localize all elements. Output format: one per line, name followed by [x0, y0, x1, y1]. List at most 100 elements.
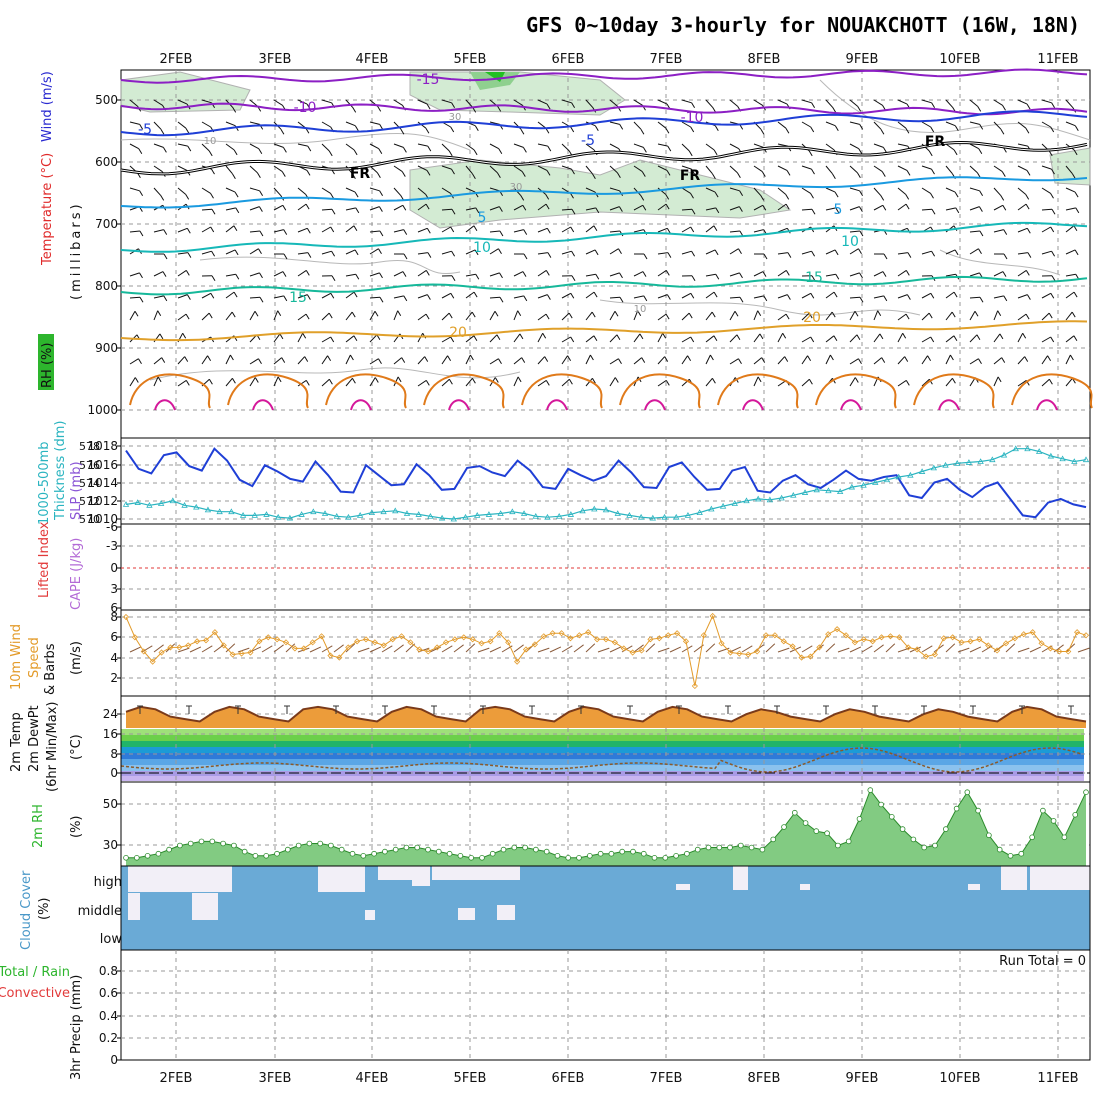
wind-barb-flag	[188, 253, 191, 258]
wind-barb	[730, 249, 739, 254]
wind-barb-flag	[283, 147, 286, 152]
wind-barb-flag	[255, 378, 258, 383]
wind-barb-flag	[716, 274, 719, 279]
wind-barb-flag	[543, 333, 546, 338]
wind-barb	[154, 122, 161, 129]
bottom-date-label: 6FEB	[552, 1071, 585, 1086]
rh2m-point	[318, 841, 323, 846]
wind-barb-flag	[140, 191, 143, 196]
wind-barb	[922, 209, 932, 210]
wind-barb	[826, 100, 833, 107]
wind-barb-flag	[524, 296, 527, 301]
rh2m-point	[167, 847, 172, 852]
wind-barb-flag	[260, 273, 263, 278]
wind10-barb	[1078, 648, 1089, 652]
wind10-barb	[478, 648, 489, 652]
contour-label: 20	[449, 325, 467, 341]
wind-barb-flag	[979, 149, 982, 154]
wind-barb-flag	[710, 355, 713, 360]
wind-barb-flag	[260, 297, 263, 302]
cloud-cover-cells	[121, 866, 1090, 950]
wind-barb-flag	[906, 380, 909, 385]
wind-barb	[1018, 122, 1026, 128]
wind-barb-flag	[663, 333, 666, 338]
wind-barb	[922, 313, 929, 320]
wind-barb-flag	[135, 378, 138, 383]
rh2m-point	[738, 843, 743, 848]
wind-barb-flag	[352, 312, 355, 317]
wind-barb	[586, 355, 590, 364]
wind-barb	[154, 166, 162, 172]
wind-barb	[1018, 228, 1027, 232]
rh2m-point	[264, 853, 269, 858]
wind-barb	[178, 144, 188, 146]
wind-barb	[634, 122, 641, 129]
axis-tick-label: 600	[95, 155, 118, 169]
wind-barb	[946, 336, 954, 342]
wind-barb-flag	[881, 129, 884, 134]
wind-barb	[658, 253, 668, 254]
wind-barb-flag	[164, 296, 167, 301]
wind-barb	[178, 314, 186, 320]
label-rh2m-units: (%)	[69, 816, 84, 839]
wind-barb-flag	[306, 314, 309, 319]
wind-barb	[610, 335, 617, 342]
wind-barb	[754, 296, 764, 298]
wind-barb	[730, 144, 739, 149]
wind10-barb	[226, 644, 235, 652]
wind10-panel-frame	[121, 610, 1090, 696]
wind-barb-flag	[786, 314, 789, 319]
wind-barb-flag	[332, 276, 335, 281]
wind-barb	[730, 311, 735, 320]
wind-barb-flag	[712, 312, 715, 317]
wind-barb	[250, 207, 259, 210]
temp-contour-30	[743, 400, 763, 410]
wind-barb-flag	[715, 250, 718, 255]
wind-barb-flag	[212, 169, 215, 174]
contour-label: -10	[681, 110, 704, 126]
wind-barb-flag	[379, 207, 382, 212]
wind-barb	[298, 253, 308, 254]
wind-barb-flag	[186, 380, 189, 385]
wind10-barb	[562, 646, 572, 652]
wind-barb	[754, 358, 762, 364]
wind-barb-flag	[859, 359, 862, 364]
rh2m-point	[782, 825, 787, 830]
wind-barb	[370, 231, 380, 232]
wind-barb-flag	[906, 270, 909, 275]
contour-label: -10	[294, 100, 317, 116]
wind-barb-flag	[472, 312, 475, 317]
rh2m-point	[1073, 812, 1078, 817]
label-cloud-cover: Cloud Cover	[19, 870, 34, 950]
wind-barb	[226, 378, 232, 386]
axis-tick-label: 900	[95, 341, 118, 355]
wind-barb-flag	[183, 333, 186, 338]
wind-barb-flag	[1072, 312, 1075, 317]
wind-barb	[802, 251, 812, 254]
wind-barb-flag	[812, 169, 815, 174]
wind-barb-flag	[906, 314, 909, 319]
wind-barb	[226, 166, 232, 174]
wind-barb-flag	[331, 293, 334, 298]
wind-barb	[1066, 226, 1074, 232]
wind-barb	[994, 122, 1001, 129]
wind-barb	[538, 144, 548, 146]
wind-barb-flag	[955, 192, 958, 197]
wind-barb-flag	[954, 292, 957, 297]
rh2m-point	[436, 849, 441, 854]
wind-barb	[490, 273, 500, 276]
rh2m-point	[674, 853, 679, 858]
wind-barb	[850, 359, 859, 364]
wind-barb-flag	[882, 358, 885, 363]
wind-barb-flag	[164, 230, 167, 235]
wind-barb	[1042, 337, 1051, 342]
wind-barb	[154, 272, 163, 276]
wind-barb	[178, 357, 185, 364]
wind-barb	[898, 166, 907, 170]
top-date-label: 8FEB	[748, 52, 781, 67]
wind-barb	[442, 293, 451, 298]
rh2m-point	[404, 845, 409, 850]
